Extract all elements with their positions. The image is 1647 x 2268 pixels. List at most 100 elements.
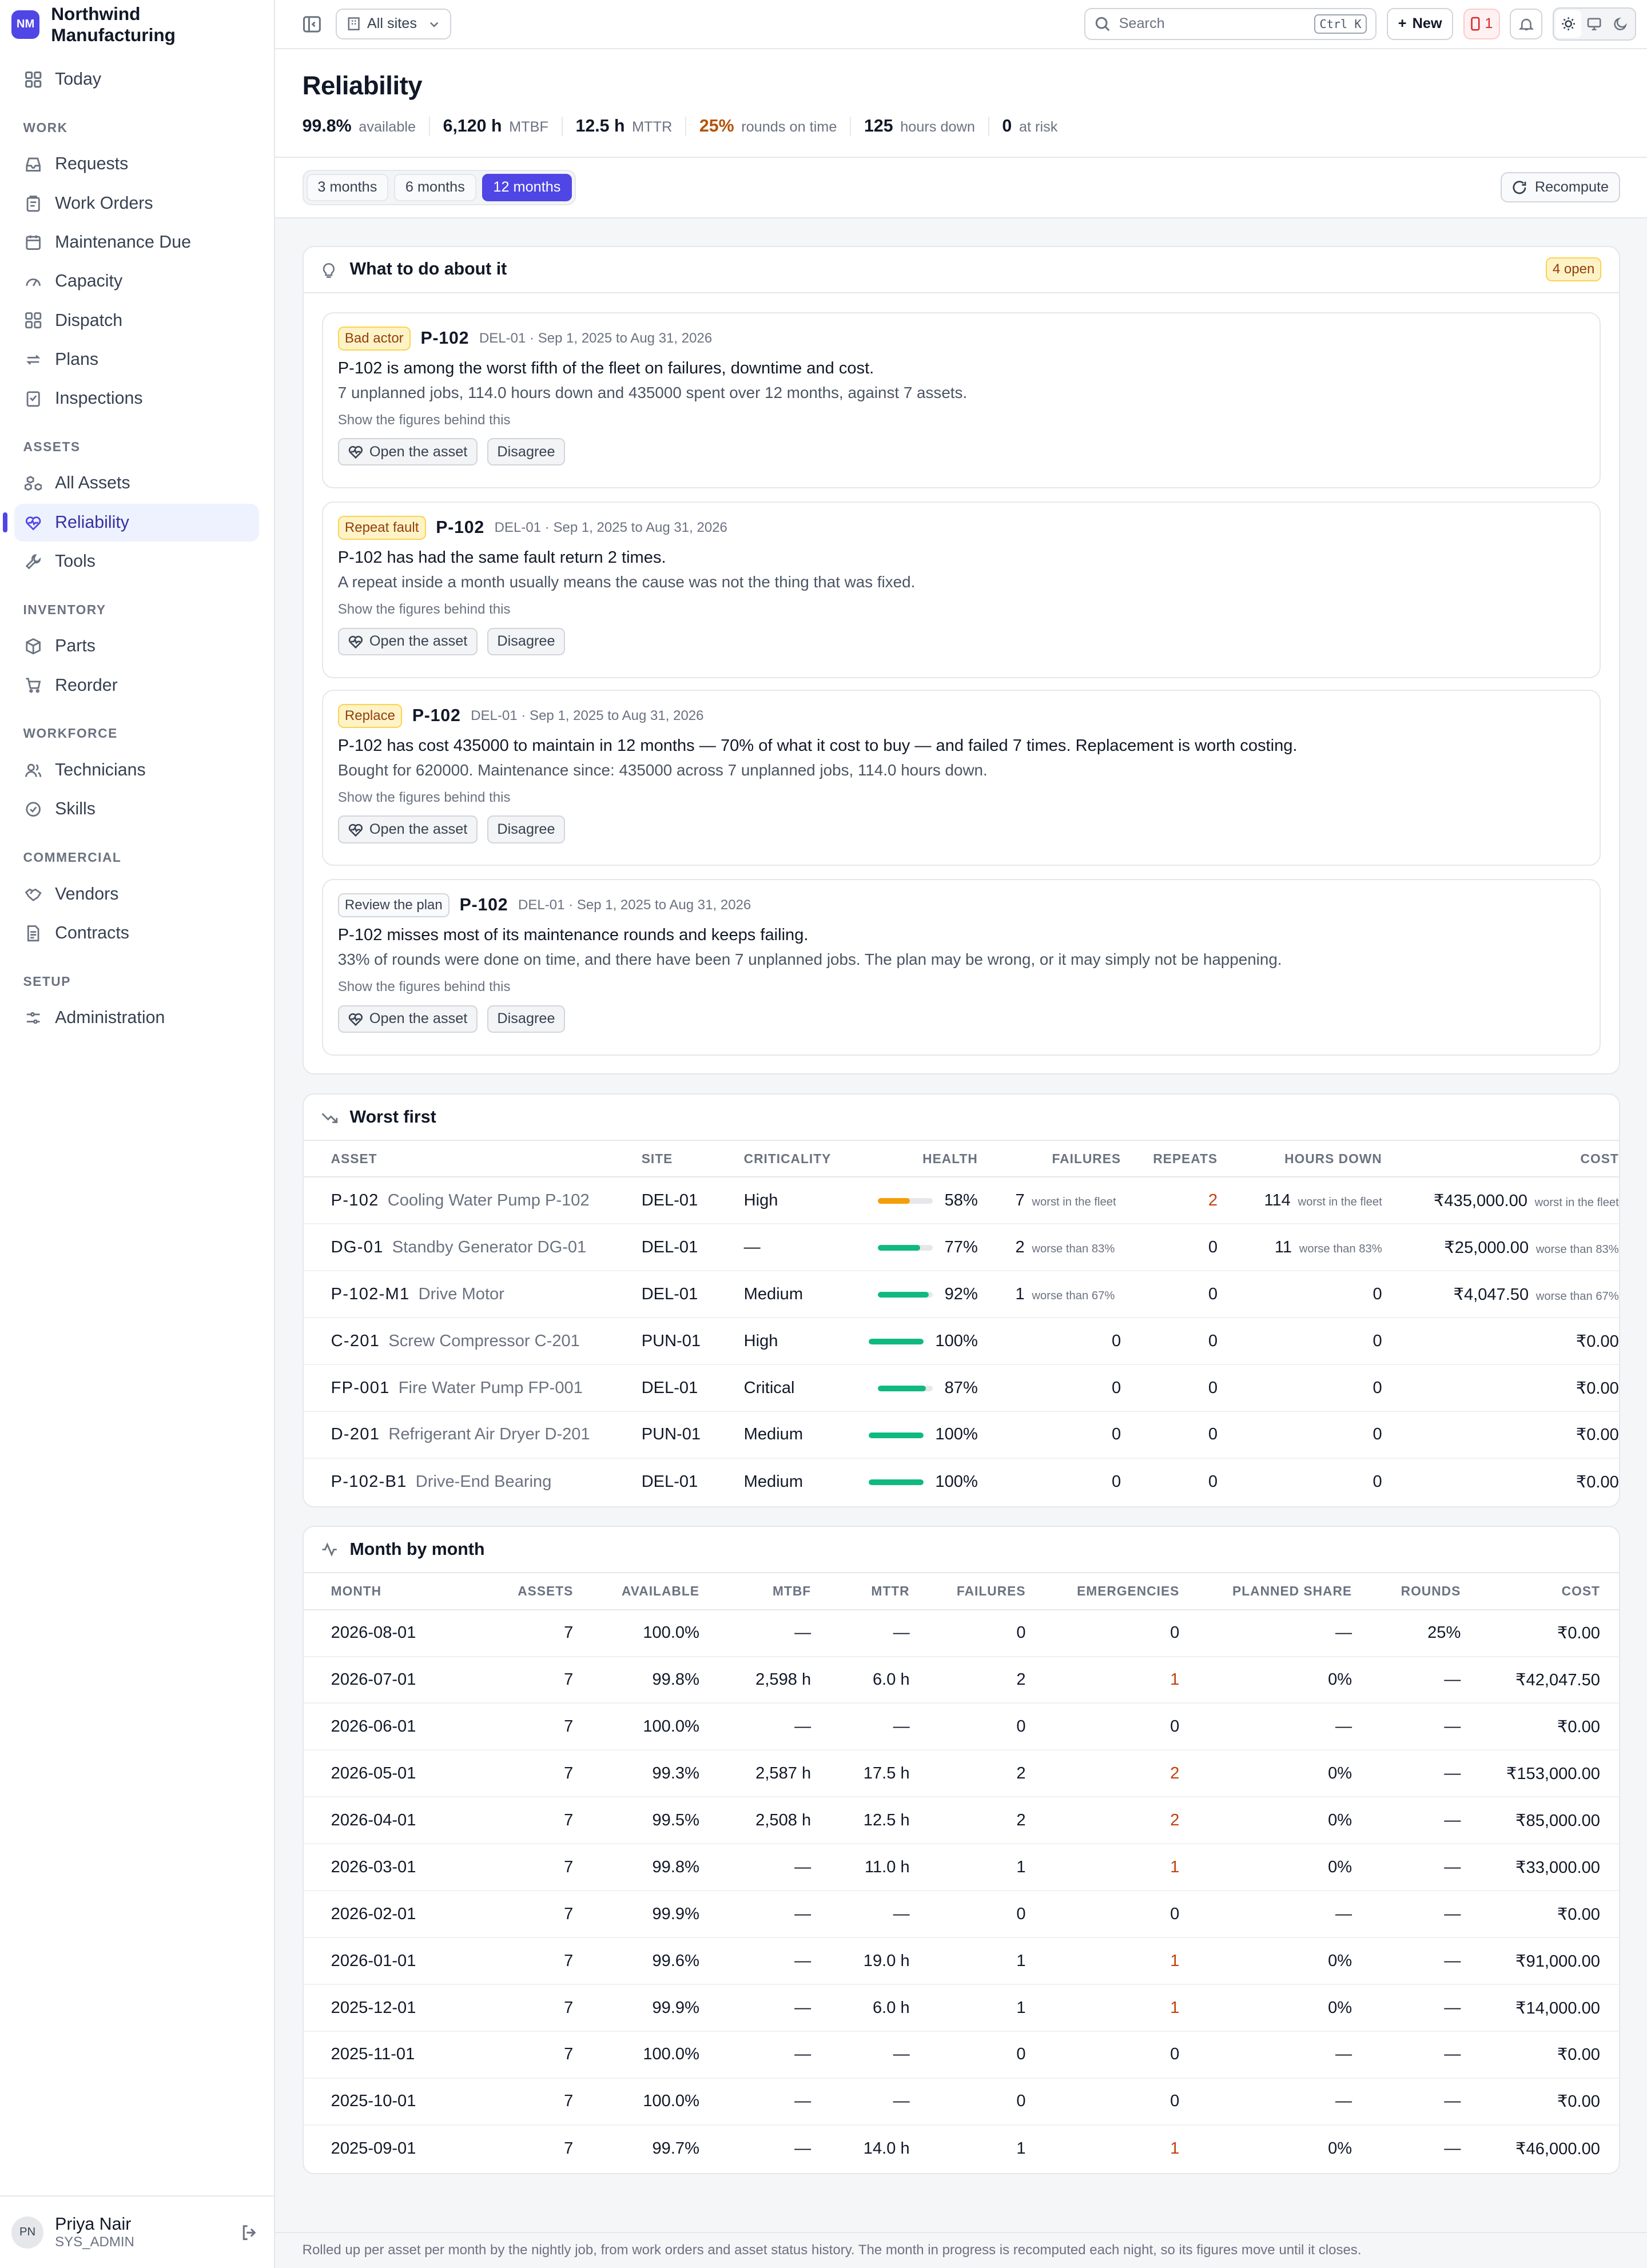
column-header-month[interactable]: MONTH	[303, 1573, 484, 1610]
open-asset-button[interactable]: Open the asset	[337, 627, 478, 655]
table-row[interactable]: DG-01 Standby Generator DG-01 DEL-01—77% 2 w…	[303, 1224, 1619, 1272]
disagree-button[interactable]: Disagree	[487, 627, 565, 655]
open-asset-button[interactable]: Open the asset	[337, 1005, 478, 1033]
cost-cell: ₹85,000.00	[1461, 1797, 1619, 1845]
show-figures-link[interactable]: Show the figures behind this	[337, 789, 511, 805]
sidebar-item-plans[interactable]: Plans	[14, 341, 259, 379]
column-header-cost[interactable]: COST	[1382, 1141, 1619, 1178]
period-option-12-months[interactable]: 12 months	[482, 173, 572, 201]
recommendation-asset[interactable]: P-102	[420, 328, 470, 348]
table-row[interactable]: 2025-09-01 7 99.7% — 14.0 h 1 1 0% — ₹46,000.00	[304, 2125, 1619, 2172]
column-header-emergencies[interactable]: EMERGENCIES	[1025, 1573, 1180, 1610]
brand[interactable]: NM Northwind Manufacturing	[0, 0, 274, 49]
column-header-criticality[interactable]: CRITICALITY	[743, 1141, 857, 1178]
disagree-button[interactable]: Disagree	[487, 438, 565, 466]
column-header-cost[interactable]: COST	[1461, 1573, 1619, 1610]
sidebar-item-inspections[interactable]: Inspections	[14, 380, 259, 417]
sidebar-item-all-assets[interactable]: All Assets	[14, 465, 259, 503]
asset-code[interactable]: C-201	[331, 1331, 380, 1350]
sidebar-item-administration[interactable]: Administration	[14, 999, 259, 1037]
column-header-rounds[interactable]: ROUNDS	[1352, 1573, 1461, 1610]
column-header-mtbf[interactable]: MTBF	[699, 1573, 811, 1610]
table-row[interactable]: 2026-07-01 7 99.8% 2,598 h 6.0 h 2 1 0% — ₹42,047…	[303, 1656, 1619, 1704]
sidebar-item-capacity[interactable]: Capacity	[14, 262, 259, 300]
column-header-site[interactable]: SITE	[641, 1141, 744, 1178]
asset-code[interactable]: P-102-M1	[331, 1284, 410, 1303]
moon-icon[interactable]	[1608, 10, 1634, 38]
sidebar-item-vendors[interactable]: Vendors	[14, 876, 259, 913]
table-row[interactable]: 2025-11-01 7 100.0% — —0 0— — ₹0.00	[303, 2031, 1619, 2079]
alerts-button[interactable]: 1	[1463, 9, 1500, 39]
disagree-button[interactable]: Disagree	[487, 815, 565, 843]
sidebar-item-skills[interactable]: Skills	[14, 790, 259, 828]
sidebar-item-requests[interactable]: Requests	[14, 146, 259, 184]
sidebar-item-dispatch[interactable]: Dispatch	[14, 302, 259, 340]
monitor-icon[interactable]	[1581, 10, 1608, 38]
table-row[interactable]: 2026-04-01 7 99.5% 2,508 h 12.5 h 2 2 0% — ₹85,00…	[303, 1797, 1619, 1845]
asset-code[interactable]: DG-01	[331, 1238, 384, 1256]
notifications-button[interactable]	[1510, 9, 1543, 39]
table-row[interactable]: P-102 Cooling Water Pump P-102 DEL-01 High 5…	[303, 1177, 1619, 1225]
cost-cell: ₹0.00	[1461, 2031, 1619, 2079]
recommendation-tag: Replace	[337, 703, 403, 728]
column-header-assets[interactable]: ASSETS	[483, 1573, 574, 1610]
asset-code[interactable]: P-102-B1	[331, 1472, 407, 1491]
inbox-icon	[23, 154, 43, 174]
sidebar-item-reliability[interactable]: Reliability	[3, 503, 260, 542]
column-header-hours-down[interactable]: HOURS DOWN	[1218, 1141, 1382, 1178]
sidebar-item-tools[interactable]: Tools	[14, 543, 259, 580]
table-row[interactable]: C-201 Screw Compressor C-201 PUN-01 High 100…	[303, 1318, 1619, 1366]
logout-icon[interactable]	[240, 2224, 263, 2241]
disagree-button[interactable]: Disagree	[487, 1005, 565, 1033]
table-row[interactable]: 2025-10-01 7 100.0% — —0 0— — ₹0.00	[303, 2078, 1619, 2126]
table-row[interactable]: P-102-M1 Drive Motor DEL-01 Medium 92% 1 worse…	[303, 1271, 1619, 1319]
asset-code[interactable]: FP-001	[331, 1378, 390, 1397]
open-asset-button[interactable]: Open the asset	[337, 438, 478, 466]
column-header-failures[interactable]: FAILURES	[909, 1573, 1026, 1610]
table-row[interactable]: 2026-08-01 7 100.0% — —0 0—25% ₹0.00	[303, 1609, 1619, 1657]
column-header-planned-share[interactable]: PLANNED SHARE	[1179, 1573, 1352, 1610]
sidebar-item-reorder[interactable]: Reorder	[14, 667, 259, 705]
table-row[interactable]: 2026-02-01 7 99.9% — —0 0— — ₹0.00	[303, 1891, 1619, 1939]
table-row[interactable]: P-102-B1 Drive-End Bearing DEL-01 Medium 100…	[304, 1458, 1619, 1505]
show-figures-link[interactable]: Show the figures behind this	[337, 979, 511, 995]
asset-code[interactable]: P-102	[331, 1191, 379, 1209]
recommendation-asset[interactable]: P-102	[412, 706, 461, 725]
heart-pulse-icon	[23, 512, 43, 532]
clipboard-icon	[23, 193, 43, 213]
sidebar-item-technicians[interactable]: Technicians	[14, 751, 259, 789]
new-button[interactable]: + New	[1387, 8, 1454, 40]
table-row[interactable]: FP-001 Fire Water Pump FP-001 DEL-01 Critic…	[303, 1364, 1619, 1412]
table-row[interactable]: 2025-12-01 7 99.9% —6.0 h 1 1 0% — ₹14,000.00	[303, 1984, 1619, 2032]
recommendation-asset[interactable]: P-102	[459, 896, 508, 915]
sidebar-item-maintenance-due[interactable]: Maintenance Due	[14, 224, 259, 261]
period-option-3-months[interactable]: 3 months	[306, 173, 389, 201]
column-header-mttr[interactable]: MTTR	[811, 1573, 910, 1610]
column-header-health[interactable]: HEALTH	[856, 1141, 978, 1178]
table-row[interactable]: 2026-01-01 7 99.6% —19.0 h 1 1 0% — ₹91,000.00	[303, 1937, 1619, 1986]
period-option-6-months[interactable]: 6 months	[394, 173, 476, 201]
sun-icon[interactable]	[1555, 10, 1582, 38]
sidebar-item-parts[interactable]: Parts	[14, 628, 259, 666]
sidebar-item-work-orders[interactable]: Work Orders	[14, 185, 259, 222]
open-asset-button[interactable]: Open the asset	[337, 815, 478, 843]
asset-code[interactable]: D-201	[331, 1425, 380, 1444]
column-header-repeats[interactable]: REPEATS	[1121, 1141, 1218, 1178]
column-header-available[interactable]: AVAILABLE	[573, 1573, 699, 1610]
recommendation-asset[interactable]: P-102	[436, 518, 484, 537]
show-figures-link[interactable]: Show the figures behind this	[337, 601, 511, 617]
show-figures-link[interactable]: Show the figures behind this	[337, 412, 511, 428]
site-selector[interactable]: All sites	[335, 9, 452, 39]
sidebar-item-contracts[interactable]: Contracts	[14, 914, 259, 952]
available-cell: 100.0%	[573, 2031, 699, 2079]
table-row[interactable]: 2026-05-01 7 99.3% 2,587 h 17.5 h 2 2 0% — ₹153,0…	[303, 1750, 1619, 1798]
search-input[interactable]: Search Ctrl K	[1084, 8, 1377, 40]
table-row[interactable]: 2026-06-01 7 100.0% — —0 0— — ₹0.00	[303, 1703, 1619, 1751]
table-row[interactable]: D-201 Refrigerant Air Dryer D-201 PUN-01 Me…	[303, 1411, 1619, 1459]
table-row[interactable]: 2026-03-01 7 99.8% —11.0 h 1 1 0% — ₹33,000.00	[303, 1844, 1619, 1892]
column-header-failures[interactable]: FAILURES	[977, 1141, 1121, 1178]
sidebar-item-today[interactable]: Today	[14, 61, 259, 98]
recompute-button[interactable]: Recompute	[1500, 172, 1620, 203]
column-header-asset[interactable]: ASSET	[303, 1141, 642, 1178]
sidebar-toggle-icon[interactable]	[303, 15, 321, 34]
